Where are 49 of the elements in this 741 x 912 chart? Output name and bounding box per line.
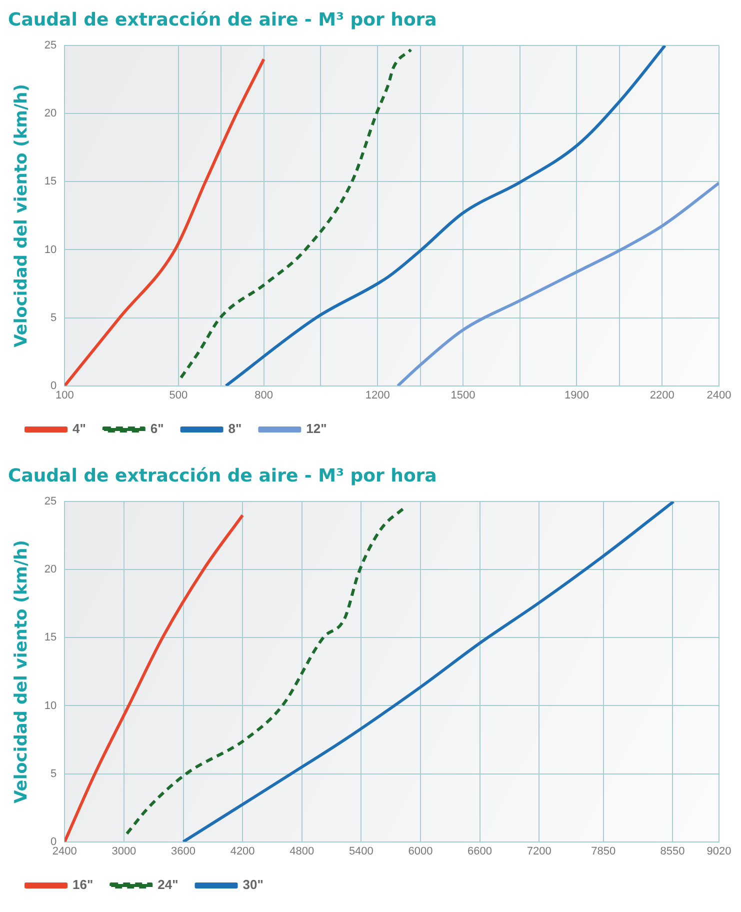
x-tick-label: 6000 bbox=[408, 845, 433, 858]
line-series bbox=[180, 48, 412, 380]
y-tick-label: 15 bbox=[44, 632, 57, 644]
y-tick-label: 15 bbox=[44, 176, 57, 188]
legend-label: 8" bbox=[228, 421, 242, 436]
y-tick-label: 25 bbox=[44, 40, 57, 52]
line-series bbox=[182, 502, 676, 842]
legend-label: 16" bbox=[72, 877, 94, 892]
chart-title: Caudal de extracción de aire - M³ por hora bbox=[8, 465, 437, 486]
x-tick-label: 500 bbox=[169, 389, 188, 402]
x-tick-label: 1900 bbox=[564, 389, 589, 402]
legend-label: 30" bbox=[242, 877, 264, 892]
x-tick-label: 4800 bbox=[290, 845, 314, 858]
line-series bbox=[64, 514, 244, 842]
x-tick-label: 3600 bbox=[171, 845, 196, 858]
x-tick-label: 2200 bbox=[650, 389, 674, 402]
line-series bbox=[396, 182, 719, 386]
x-tick-label: 2400 bbox=[52, 845, 77, 858]
y-tick-label: 5 bbox=[50, 768, 57, 780]
legend-label: 4" bbox=[72, 421, 86, 436]
y-tick-label: 20 bbox=[44, 108, 57, 120]
y-tick-label: 0 bbox=[50, 380, 57, 392]
x-tick-label: 6600 bbox=[468, 845, 492, 858]
x-tick-label: 7200 bbox=[526, 845, 552, 858]
y-tick-label: 25 bbox=[44, 496, 57, 508]
x-tick-label: 2400 bbox=[706, 389, 732, 402]
chart-title: Caudal de extracción de aire - M³ por hora bbox=[8, 9, 437, 30]
y-tick-label: 0 bbox=[50, 836, 57, 848]
legend-label: 6" bbox=[150, 421, 164, 436]
y-tick-label: 10 bbox=[44, 244, 57, 256]
x-tick-label: 1500 bbox=[450, 389, 476, 402]
x-tick-label: 100 bbox=[55, 389, 74, 402]
x-tick-label: 3000 bbox=[112, 845, 136, 858]
legend-label: 24" bbox=[158, 877, 178, 892]
x-tick-label: 4200 bbox=[230, 845, 255, 858]
line-series bbox=[224, 46, 666, 386]
line-series bbox=[64, 58, 266, 386]
x-tick-label: 9020 bbox=[706, 845, 732, 858]
x-tick-label: 5400 bbox=[348, 845, 374, 858]
y-tick-label: 5 bbox=[50, 312, 57, 324]
y-tick-label: 10 bbox=[44, 700, 57, 712]
x-tick-label: 7850 bbox=[591, 845, 616, 858]
x-tick-label: 8550 bbox=[660, 845, 685, 858]
y-axis-title: Velocidad del viento (km/h) bbox=[12, 540, 32, 804]
y-axis-title: Velocidad del viento (km/h) bbox=[12, 84, 32, 348]
x-tick-label: 800 bbox=[254, 389, 273, 402]
legend-label: 12" bbox=[306, 421, 327, 436]
y-tick-label: 20 bbox=[44, 564, 57, 576]
x-tick-label: 1200 bbox=[365, 389, 390, 402]
